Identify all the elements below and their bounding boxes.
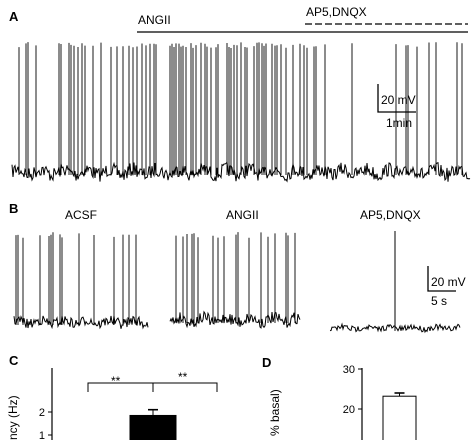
panel-d-tick-label-1: 20	[343, 404, 355, 416]
trace-b-angii-spikes	[175, 232, 296, 323]
trace-a-spikes	[18, 42, 463, 175]
scale-a-voltage: 20 mV	[381, 93, 416, 107]
panel-c-ticks: 21	[39, 407, 52, 440]
scale-bar-b	[427, 266, 456, 292]
trace-b-acsf	[13, 232, 149, 330]
sig-bracket-2	[152, 382, 218, 392]
trace-label-ap5dnqx: AP5,DNQX	[360, 208, 421, 222]
panel-d-bar-0	[382, 395, 417, 440]
sig-marker-1: **	[111, 374, 121, 388]
trace-b-acsf-spikes	[15, 232, 137, 325]
scale-a-time: 1min	[386, 116, 412, 130]
panel-d-tick-label-0: 30	[343, 364, 355, 376]
panel-c-tick-label-0: 2	[39, 407, 45, 419]
trace-label-acsf: ACSF	[65, 208, 97, 222]
panel-d-bars	[382, 392, 417, 440]
trace-b-acsf-baseline	[13, 315, 149, 330]
trace-b-angii-baseline	[169, 310, 301, 329]
scale-bar-a	[377, 84, 416, 113]
panel-a-letter: A	[9, 9, 19, 24]
panel-c-bar-0	[129, 414, 177, 440]
scale-b-time: 5 s	[431, 294, 447, 308]
panel-a-ap5dnqx-label: AP5,DNQX	[306, 5, 367, 19]
trace-b-ap5dnqx	[329, 231, 461, 334]
panel-b-letter: B	[9, 201, 18, 216]
panel-c-tick-label-1: 1	[39, 430, 45, 440]
panel-c-letter: C	[9, 353, 19, 368]
panel-a-angii-label: ANGII	[138, 13, 171, 27]
scale-b-voltage: 20 mV	[431, 275, 466, 289]
panel-d-ticks: 30 20	[343, 364, 362, 416]
trace-b-angii	[169, 232, 301, 329]
trace-label-angii: ANGII	[226, 208, 259, 222]
panel-d-letter: D	[262, 355, 271, 370]
sig-bracket-1	[87, 382, 154, 392]
panel-d-ylabel: % basal)	[268, 389, 282, 436]
panel-c-bars	[129, 408, 177, 440]
trace-a	[11, 42, 471, 183]
sig-marker-2: **	[178, 370, 188, 384]
panel-c-ylabel: ncy (Hz)	[6, 395, 20, 440]
